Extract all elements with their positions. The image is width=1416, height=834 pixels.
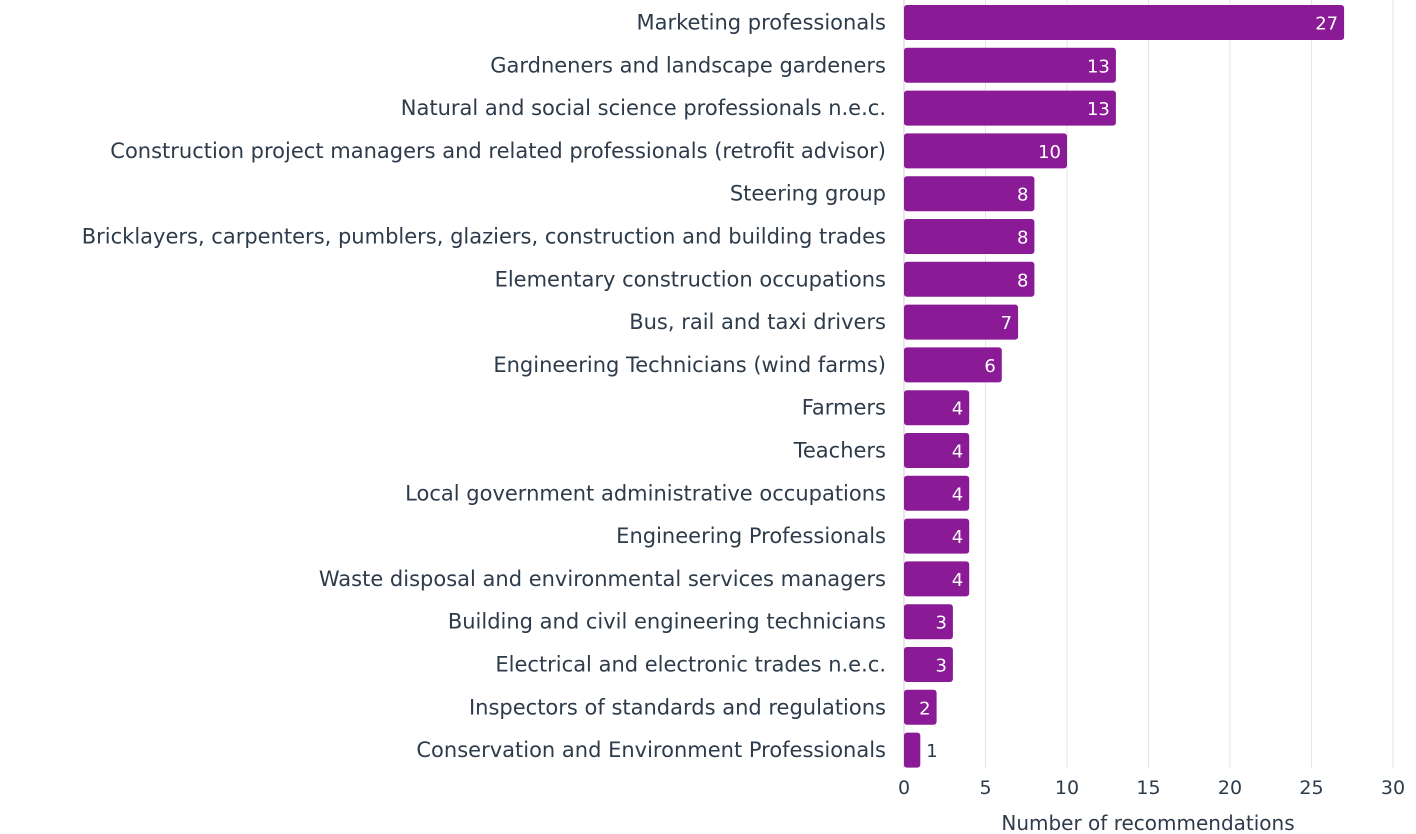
x-tick-label: 20 — [1218, 777, 1242, 799]
category-label: Natural and social science professionals… — [401, 96, 886, 120]
category-label: Local government administrative occupati… — [405, 481, 886, 505]
value-label: 6 — [984, 356, 995, 377]
category-label: Electrical and electronic trades n.e.c. — [495, 653, 886, 677]
bar — [904, 475, 970, 511]
value-label: 4 — [952, 527, 963, 548]
category-label: Inspectors of standards and regulations — [469, 695, 886, 719]
bar — [904, 47, 1116, 83]
category-label: Engineering Technicians (wind farms) — [493, 353, 886, 377]
category-label: Construction project managers and relate… — [110, 139, 886, 163]
bar — [904, 90, 1116, 126]
bar — [904, 647, 953, 682]
value-label: 13 — [1087, 99, 1110, 120]
bar — [904, 261, 1035, 297]
x-axis-ticks: 0 5 10 15 20 25 30 — [898, 777, 1405, 799]
value-label: 7 — [1001, 313, 1012, 334]
bar — [904, 176, 1035, 212]
bar — [904, 561, 970, 597]
bar — [904, 518, 970, 554]
category-label: Bus, rail and taxi drivers — [629, 310, 886, 334]
value-label: 8 — [1017, 270, 1028, 291]
value-label: 10 — [1038, 142, 1061, 163]
value-label: 1 — [926, 741, 937, 762]
value-label: 3 — [935, 613, 946, 634]
x-tick-label: 10 — [1055, 777, 1079, 799]
bar — [904, 732, 921, 768]
value-label: 4 — [952, 442, 963, 463]
grid-lines — [903, 0, 1394, 768]
value-label: 2 — [919, 698, 930, 719]
value-label: 4 — [952, 399, 963, 420]
x-tick-label: 25 — [1299, 777, 1323, 799]
value-label: 8 — [1017, 185, 1028, 206]
bar — [904, 689, 937, 725]
value-label: 4 — [952, 570, 963, 591]
category-label: Engineering Professionals — [616, 524, 886, 548]
value-label: 3 — [935, 656, 946, 677]
bar — [904, 433, 970, 468]
bar — [904, 219, 1035, 254]
category-label: Conservation and Environment Professiona… — [416, 738, 886, 762]
bar — [904, 304, 1019, 340]
value-label: 27 — [1315, 14, 1338, 35]
category-label: Bricklayers, carpenters, pumblers, glazi… — [82, 225, 886, 249]
bar — [904, 5, 1345, 40]
value-label: 8 — [1017, 228, 1028, 249]
value-label: 13 — [1087, 56, 1110, 77]
category-label: Teachers — [793, 439, 886, 463]
x-tick-label: 15 — [1136, 777, 1160, 799]
value-label: 4 — [952, 484, 963, 505]
category-label: Marketing professionals — [636, 11, 886, 35]
x-tick-label: 5 — [979, 777, 991, 799]
category-label: Waste disposal and environmental service… — [319, 567, 886, 591]
category-labels: Marketing professionals Gardneners and la… — [82, 11, 886, 763]
x-tick-label: 30 — [1381, 777, 1405, 799]
bars — [904, 5, 1345, 768]
bar — [904, 390, 970, 426]
category-label: Farmers — [802, 396, 886, 420]
x-axis-title: Number of recommendations — [1001, 811, 1294, 834]
category-label: Elementary construction occupations — [495, 267, 886, 291]
x-tick-label: 0 — [898, 777, 910, 799]
category-label: Steering group — [730, 182, 886, 206]
bar — [904, 133, 1067, 169]
category-label: Building and civil engineering technicia… — [448, 610, 886, 634]
bar — [904, 604, 953, 640]
bar — [904, 347, 1002, 383]
category-label: Gardneners and landscape gardeners — [490, 53, 886, 77]
